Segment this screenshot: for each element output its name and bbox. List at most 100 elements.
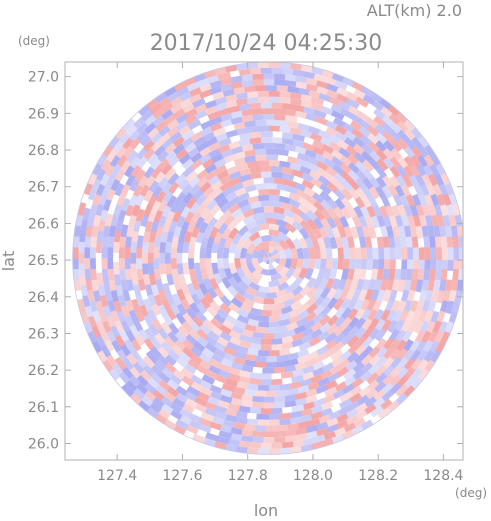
radar-cell <box>386 309 397 324</box>
radar-cell <box>382 175 394 189</box>
radar-cell <box>215 435 230 445</box>
radar-cell <box>324 332 338 344</box>
radar-cell <box>320 362 334 374</box>
radar-cell <box>287 156 300 165</box>
radar-cell <box>95 202 105 217</box>
radar-cell <box>99 207 109 222</box>
radar-cell <box>291 374 304 384</box>
radar-cell <box>146 151 160 165</box>
radar-cell <box>188 235 197 249</box>
radar-cell <box>308 89 322 99</box>
radar-cell <box>316 268 326 281</box>
radar-cell <box>99 293 109 308</box>
radar-cell <box>304 388 318 398</box>
radar-cell <box>126 149 139 164</box>
radar-cell <box>374 318 386 332</box>
radar-cell <box>448 193 459 208</box>
radar-cell <box>278 266 290 278</box>
radar-cell <box>314 384 328 395</box>
radar-cell <box>267 413 280 420</box>
radar-cell <box>284 258 292 270</box>
radar-cell <box>215 96 229 106</box>
radar-cell <box>338 288 350 302</box>
radar-cell <box>409 204 419 218</box>
radar-cell <box>73 223 82 237</box>
radar-cell <box>411 268 419 282</box>
radar-cell <box>336 93 351 105</box>
radar-cell <box>244 184 257 193</box>
radar-cell <box>277 412 291 420</box>
radar-cell <box>182 240 190 254</box>
radar-cell <box>228 140 242 150</box>
radar-cell <box>184 424 199 435</box>
radar-cell <box>120 224 129 238</box>
radar-cell <box>252 142 265 150</box>
radar-cell <box>219 294 232 307</box>
radar-cell <box>130 262 138 275</box>
radar-cell <box>157 303 168 317</box>
radar-cell <box>242 291 255 302</box>
radar-cell <box>203 406 217 417</box>
radar-cell <box>324 424 339 434</box>
radar-cell <box>257 314 269 322</box>
radar-cell <box>160 321 173 335</box>
radar-cell <box>348 392 362 405</box>
radar-cell <box>201 374 216 385</box>
radar-cell <box>312 304 325 317</box>
radar-cell <box>270 235 283 245</box>
radar-cell <box>280 371 294 379</box>
radar-cell <box>218 388 233 398</box>
radar-cell <box>364 236 373 249</box>
radar-cell <box>318 369 333 381</box>
radar-cell <box>263 212 275 219</box>
radar-cell <box>138 174 150 188</box>
radar-cell <box>255 217 267 226</box>
radar-cell <box>343 258 350 271</box>
radar-cell <box>189 92 203 104</box>
radar-cell <box>117 293 127 307</box>
radar-cell <box>272 401 286 409</box>
radar-cell <box>381 356 395 370</box>
radar-cell <box>199 180 213 193</box>
radar-cell <box>393 268 402 282</box>
radar-cell <box>290 247 298 259</box>
radar-cell <box>130 240 138 253</box>
radar-cell <box>116 308 126 323</box>
radar-cell <box>90 267 98 281</box>
radar-cell <box>421 173 433 188</box>
radar-cell <box>428 268 436 282</box>
radar-cell <box>148 229 157 243</box>
radar-cell <box>456 279 463 294</box>
radar-cell <box>353 205 364 219</box>
radar-cell <box>182 191 194 205</box>
radar-cell <box>448 214 457 229</box>
radar-cell <box>163 335 176 349</box>
radar-cell <box>341 197 353 210</box>
radar-cell <box>333 297 345 311</box>
radar-cell <box>445 300 455 315</box>
radar-cell <box>202 131 217 142</box>
radar-cell <box>182 165 195 178</box>
radar-cell <box>332 164 346 177</box>
radar-cell <box>206 74 221 84</box>
radar-cell <box>413 320 424 334</box>
radar-cell <box>255 119 268 127</box>
radar-cell <box>346 153 360 166</box>
radar-cell <box>189 373 203 386</box>
radar-cell <box>311 313 325 325</box>
radar-cell <box>438 279 447 293</box>
radar-cell <box>216 169 230 181</box>
radar-cell <box>115 218 124 232</box>
radar-cell <box>441 258 448 272</box>
radar-cell <box>305 295 318 308</box>
radar-cell <box>241 143 255 152</box>
radar-cell <box>261 437 275 443</box>
radar-cell <box>301 172 315 183</box>
radar-cell <box>296 247 304 259</box>
radar-cell <box>199 257 207 270</box>
radar-cell <box>118 245 126 259</box>
radar-cell <box>248 372 262 380</box>
radar-cell <box>274 108 287 115</box>
radar-cell <box>388 215 398 229</box>
radar-cell <box>283 215 296 226</box>
